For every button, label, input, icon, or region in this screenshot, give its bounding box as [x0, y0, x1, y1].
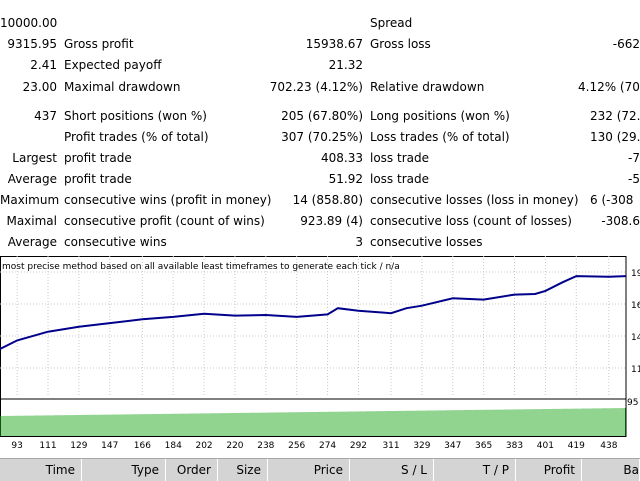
largest-profit-trade-label: profit trade [64, 151, 132, 165]
gross-loss-label: Gross loss [370, 37, 431, 51]
relative-drawdown-value: 4.12% (70 [578, 80, 640, 94]
short-positions-label: Short positions (won %) [64, 109, 207, 123]
gross-profit-value: 15938.67 [305, 37, 363, 51]
x-tick-label: 220 [226, 441, 243, 451]
maximal-consec-loss-value: -308.6 [601, 214, 640, 228]
x-tick-label: 329 [413, 441, 430, 451]
x-tick-label: 347 [444, 441, 461, 451]
y-tick-label: 11 [631, 365, 640, 375]
y-tick-label: 16 [631, 301, 640, 311]
absolute-drawdown-value: 23.00 [22, 80, 57, 94]
max-consec-wins-value: 14 (858.80) [292, 193, 363, 207]
x-tick-label: 256 [288, 441, 305, 451]
x-tick-label: 238 [257, 441, 274, 451]
col-profit[interactable]: Profit [516, 459, 582, 481]
col-type[interactable]: Type [82, 459, 166, 481]
max-consec-losses-label: consecutive losses (loss in money) [370, 193, 579, 207]
x-tick-label: 311 [382, 441, 399, 451]
x-tick-label: 419 [568, 441, 585, 451]
maximal-consec-profit-label: consecutive profit (count of wins) [64, 214, 265, 228]
x-tick-label: 365 [475, 441, 492, 451]
total-trades-value: 437 [34, 109, 57, 123]
short-positions-value: 205 (67.80%) [281, 109, 363, 123]
volume-scale-label: 95 [627, 398, 638, 408]
expected-payoff-value: 21.32 [328, 58, 363, 72]
x-tick-label: 438 [600, 441, 617, 451]
average-loss-trade-value: -5 [628, 172, 640, 186]
profit-trades-value: 307 (70.25%) [281, 130, 363, 144]
chart-frame [0, 256, 627, 437]
col-sl[interactable]: S / L [350, 459, 434, 481]
x-tick-label: 184 [165, 441, 182, 451]
col-time[interactable]: Time [0, 459, 82, 481]
balance-line [0, 275, 627, 350]
chart-title: most precise method based on all availab… [2, 262, 400, 272]
trades-table-header: Time Type Order Size Price S / L T / P P… [0, 458, 640, 481]
long-positions-value: 232 (72.4 [590, 109, 640, 123]
expected-payoff-label: Expected payoff [64, 58, 162, 72]
average-profit-trade-label: profit trade [64, 172, 132, 186]
x-tick-label: 274 [319, 441, 336, 451]
spread-label: Spread [370, 16, 413, 30]
profit-trades-label: Profit trades (% of total) [64, 130, 209, 144]
x-tick-label: 383 [506, 441, 523, 451]
maximal-consec-profit-value: 923.89 (4) [300, 214, 363, 228]
x-tick-label: 292 [350, 441, 367, 451]
gross-loss-value: -662 [612, 37, 640, 51]
max-consec-wins-label: consecutive wins (profit in money) [64, 193, 272, 207]
average-profit-trade-value: 51.92 [328, 172, 363, 186]
balance-chart: 19 16 14 11 93 111 129 147 166 184 202 220 238 256 27… [0, 256, 640, 456]
loss-trades-value: 130 (29.7 [590, 130, 640, 144]
avg-consec-wins-value: 3 [355, 235, 363, 249]
long-positions-label: Long positions (won %) [370, 109, 510, 123]
maximal-label: Maximal [6, 214, 57, 228]
x-tick-label: 147 [101, 441, 118, 451]
maximum-label: Maximum [0, 193, 60, 207]
relative-drawdown-label: Relative drawdown [370, 80, 485, 94]
largest-loss-trade-value: -7 [628, 151, 640, 165]
avg-consec-losses-label: consecutive losses [370, 235, 483, 249]
largest-profit-trade-value: 408.33 [321, 151, 363, 165]
col-balance[interactable]: Ba [582, 459, 640, 481]
largest-label: Largest [12, 151, 57, 165]
max-consec-losses-value: 6 (-308 [590, 193, 634, 207]
gross-profit-label: Gross profit [64, 37, 134, 51]
y-tick-label: 14 [631, 333, 640, 343]
loss-trades-label: Loss trades (% of total) [370, 130, 510, 144]
report-summary: 10000.00 Spread 9315.95 Gross profit 159… [0, 16, 640, 249]
net-profit-value: 9315.95 [7, 37, 57, 51]
avg-consec-wins-label: consecutive wins [64, 235, 167, 249]
x-tick-label: 202 [195, 441, 212, 451]
average-loss-trade-label: loss trade [370, 172, 429, 186]
maximal-consec-loss-label: consecutive loss (count of losses) [370, 214, 572, 228]
maximal-drawdown-label: Maximal drawdown [64, 80, 181, 94]
average2-label: Average [7, 235, 57, 249]
maximal-drawdown-value: 702.23 (4.12%) [269, 80, 363, 94]
col-order[interactable]: Order [166, 459, 218, 481]
initial-deposit-value: 10000.00 [0, 16, 58, 30]
x-tick-label: 166 [134, 441, 151, 451]
col-size[interactable]: Size [218, 459, 268, 481]
col-price[interactable]: Price [268, 459, 350, 481]
col-tp[interactable]: T / P [434, 459, 516, 481]
y-tick-label: 19 [631, 269, 640, 279]
x-tick-label: 93 [11, 441, 22, 451]
x-tick-label: 111 [39, 441, 56, 451]
x-tick-label: 401 [537, 441, 554, 451]
largest-loss-trade-label: loss trade [370, 151, 429, 165]
profit-factor-value: 2.41 [30, 58, 57, 72]
chart-svg: 19 16 14 11 93 111 129 147 166 184 202 220 238 256 27… [0, 256, 640, 456]
x-tick-label: 129 [70, 441, 87, 451]
average-label: Average [7, 172, 57, 186]
